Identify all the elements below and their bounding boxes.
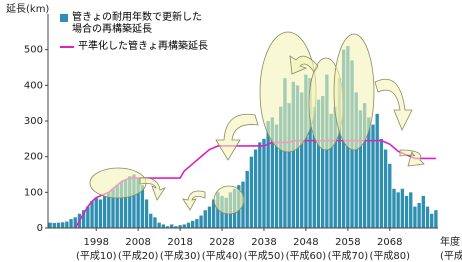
bar xyxy=(434,210,437,228)
legend-label: 管きょの耐用年数で更新した場合の再構築延長 xyxy=(72,12,210,36)
bar xyxy=(376,114,379,228)
y-tick-label: 0 xyxy=(37,223,43,234)
bar xyxy=(388,164,391,228)
bar xyxy=(57,223,60,228)
legend-entry: 管きょの耐用年数で更新した場合の再構築延長 xyxy=(60,12,210,36)
bar xyxy=(430,214,433,228)
legend-entry: 平準化した管きょ再構築延長 xyxy=(60,41,210,53)
bar xyxy=(250,157,253,228)
bar xyxy=(65,222,68,228)
bar xyxy=(48,223,51,228)
legend-label: 平準化した管きょ再構築延長 xyxy=(78,41,208,53)
x-tick-sublabel: (平成10) xyxy=(76,250,117,262)
bar xyxy=(405,196,408,228)
y-axis-label: 延長(km) xyxy=(6,3,49,15)
x-tick-label: 2068 xyxy=(377,237,402,248)
y-tick-label: 100 xyxy=(24,187,43,198)
y-tick-label: 300 xyxy=(24,116,43,127)
bar xyxy=(392,189,395,228)
chart: 延長(km) 年度 (平成 0 100 200 300 400 500 1998 (平成10)… xyxy=(0,0,462,262)
x-tick-label: 2028 xyxy=(209,237,234,248)
bar xyxy=(246,171,249,228)
bar xyxy=(417,203,420,228)
x-tick-sublabel: (平成80) xyxy=(370,250,411,262)
bar xyxy=(409,192,412,228)
bar xyxy=(103,196,106,228)
x-tick-sublabel: (平成50) xyxy=(244,250,285,262)
bar xyxy=(426,207,429,228)
bar xyxy=(53,223,56,228)
bar xyxy=(99,199,102,228)
bar xyxy=(69,219,72,228)
bar xyxy=(199,216,202,228)
bar xyxy=(258,142,261,228)
x-tick-label: 1998 xyxy=(83,237,108,248)
x-tick-label: 2058 xyxy=(335,237,360,248)
legend-swatch xyxy=(60,46,74,48)
x-tick-label: 2008 xyxy=(125,237,150,248)
bar xyxy=(396,192,399,228)
bar xyxy=(145,199,148,228)
bar xyxy=(90,201,93,228)
bar xyxy=(204,210,207,228)
bar xyxy=(61,222,64,228)
legend-swatch xyxy=(60,14,68,22)
bar xyxy=(183,224,186,228)
bar xyxy=(195,219,198,228)
y-tick-label: 400 xyxy=(24,80,43,91)
bar xyxy=(187,223,190,228)
y-tick-label: 500 xyxy=(24,45,43,56)
bar xyxy=(95,198,98,228)
bar xyxy=(162,224,165,228)
legend: 管きょの耐用年数で更新した場合の再構築延長平準化した管きょ再構築延長 xyxy=(60,12,210,58)
x-tick-label: 2048 xyxy=(293,237,318,248)
bar xyxy=(157,223,160,228)
x-tick-label: 2038 xyxy=(251,237,276,248)
x-axis-label: 年度 xyxy=(440,235,460,248)
bar xyxy=(262,139,265,228)
x-tick-sublabel: (平成70) xyxy=(328,250,369,262)
x-tick-sublabel: (平成40) xyxy=(202,250,243,262)
x-tick-sublabel: (平成20) xyxy=(118,250,159,262)
x-tick-sublabel: (平成30) xyxy=(160,250,201,262)
y-tick-label: 200 xyxy=(24,152,43,163)
bar xyxy=(153,217,156,228)
bar xyxy=(149,214,152,228)
bar xyxy=(208,207,211,228)
bar xyxy=(191,221,194,228)
bar xyxy=(384,150,387,228)
bar xyxy=(380,139,383,228)
x-tick-sublabel: (平成60) xyxy=(286,250,327,262)
x-tick-label: 2018 xyxy=(167,237,192,248)
x-axis-sublabel: (平成 xyxy=(440,250,462,262)
bar xyxy=(413,207,416,228)
bar xyxy=(401,189,404,228)
bar xyxy=(170,224,173,228)
bar xyxy=(254,150,257,228)
bar xyxy=(422,196,425,228)
